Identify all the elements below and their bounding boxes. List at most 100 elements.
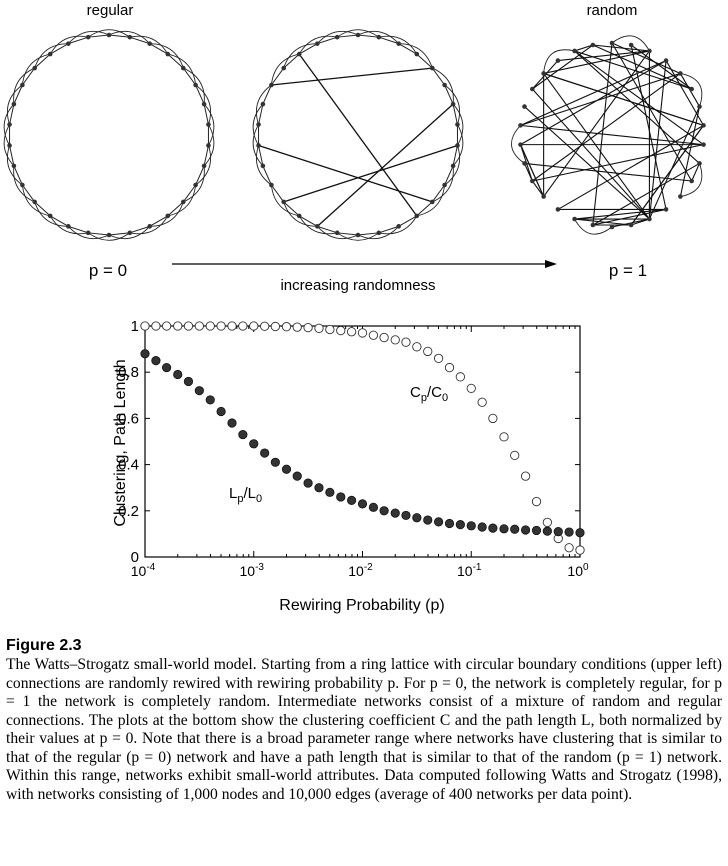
ring-edge (431, 67, 446, 86)
network-node (20, 182, 25, 188)
ring-edge (182, 67, 197, 86)
clustering-point (227, 321, 237, 331)
random-edge (520, 72, 681, 126)
ring-edge (129, 225, 150, 234)
network-node (296, 213, 302, 219)
ring-edge (167, 53, 184, 69)
path-length-point (455, 520, 465, 530)
ring-edge (195, 165, 205, 186)
ring-edge (195, 84, 205, 105)
clustering-point (466, 383, 476, 394)
path-length-point (183, 376, 194, 387)
path-length-point (162, 362, 172, 373)
network-node (572, 216, 577, 222)
ring-edge (317, 225, 338, 234)
ring-arc (129, 215, 169, 235)
random-edge (679, 106, 701, 197)
clustering-point (140, 321, 150, 331)
ring-arc (252, 103, 264, 146)
ring-arc (21, 53, 51, 86)
ring-arc (67, 30, 110, 44)
ring-edge (416, 201, 433, 217)
network-node (315, 224, 320, 229)
ring-arc (49, 35, 89, 55)
network-node (106, 32, 112, 38)
network-node (355, 232, 361, 238)
ring-edge (108, 232, 130, 236)
ring-edge (13, 165, 23, 186)
clustering-point (401, 337, 411, 347)
random-edge (531, 180, 545, 197)
network-node (165, 51, 171, 57)
clustering-point (336, 325, 346, 336)
network-node (127, 230, 133, 236)
network-node (455, 122, 460, 127)
clustering-point (368, 330, 379, 340)
network-node (396, 41, 401, 46)
network-node (127, 34, 133, 40)
network-node (530, 178, 535, 184)
network-node (206, 143, 211, 148)
ring-arc (6, 145, 23, 186)
ring-edge (258, 103, 264, 125)
ring-edge (444, 84, 454, 105)
clustering-point (455, 372, 466, 382)
ring-edge (398, 215, 418, 227)
ring-arc (283, 201, 318, 227)
network-node (414, 51, 420, 57)
path-length-point (368, 502, 379, 512)
path-length-point (270, 457, 280, 467)
clustering-point (444, 362, 455, 373)
network-node (647, 48, 652, 54)
ring-arc (270, 53, 300, 86)
ring-arc (357, 30, 400, 44)
path-length-point (553, 526, 563, 537)
ring-edge (9, 103, 15, 125)
ring-arc (255, 84, 272, 125)
ring-edge (167, 201, 184, 217)
ring-arc (432, 165, 454, 203)
figure-caption: Figure 2.3 The Watts–Strogatz small-worl… (6, 636, 722, 804)
ring-edge (9, 145, 15, 167)
random-edge (557, 124, 704, 210)
network-node (20, 82, 25, 88)
ring-arc (255, 145, 272, 186)
caption-text: The Watts–Strogatz small-world model. St… (6, 656, 722, 803)
chart-xlabel: Rewiring Probability (p) (279, 597, 444, 614)
random-edge (592, 162, 700, 226)
rewired-edge (271, 67, 433, 86)
path-length-point (401, 510, 411, 521)
ring-edge (13, 84, 23, 105)
path-length-point (466, 521, 476, 531)
ring-edge (88, 34, 110, 38)
network-node (260, 163, 266, 169)
network-node (376, 34, 382, 40)
ring-arc (511, 125, 525, 164)
ring-edge (398, 43, 418, 55)
network-node (256, 122, 261, 127)
ring-arc (149, 201, 184, 227)
ring-arc (183, 165, 205, 203)
x-tick-label: 10-1 (457, 562, 482, 579)
random-edge (543, 73, 650, 220)
ring-arc (167, 53, 197, 86)
ring-edge (21, 67, 36, 86)
path-length-point (238, 429, 248, 440)
ring-edge (258, 145, 264, 167)
random-edge (520, 60, 667, 126)
random-edge (524, 162, 692, 182)
random-edge (691, 163, 700, 182)
clustering-point (173, 321, 183, 331)
network-node (32, 199, 37, 205)
network-node (572, 48, 577, 54)
clustering-point (303, 322, 313, 333)
network-node (450, 101, 456, 107)
random-edge (630, 218, 650, 226)
path-length-point (173, 369, 183, 380)
path-length-point (292, 471, 302, 481)
ring-arc (444, 145, 461, 186)
ring-arc (316, 226, 359, 240)
random-edge (531, 88, 650, 220)
network-node (269, 82, 274, 88)
network-node (47, 213, 53, 219)
